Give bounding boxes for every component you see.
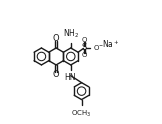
- Text: HN: HN: [64, 73, 76, 82]
- Text: O: O: [82, 52, 87, 58]
- Text: OCH$_3$: OCH$_3$: [71, 109, 92, 119]
- Text: NH$_2$: NH$_2$: [63, 27, 79, 40]
- Text: O: O: [53, 34, 59, 43]
- Text: Na$^+$: Na$^+$: [102, 38, 119, 50]
- Text: O: O: [53, 70, 59, 79]
- Text: S: S: [82, 43, 87, 52]
- Text: O: O: [82, 37, 87, 43]
- Text: O$^{-}$: O$^{-}$: [93, 43, 104, 52]
